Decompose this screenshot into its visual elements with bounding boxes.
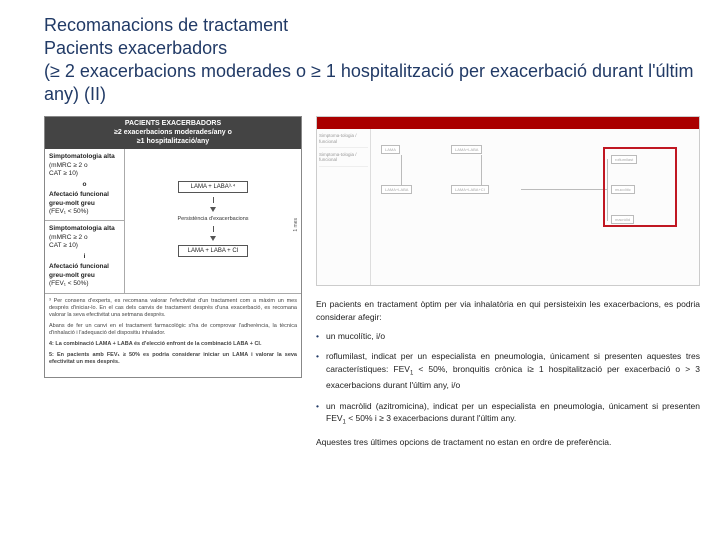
slide: Recomanacions de tractament Pacients exa…	[0, 0, 720, 540]
panel-high-line-a: (mMRC ≥ 2 o	[49, 162, 120, 170]
bullet-list: un mucolític, i/o roflumilast, indicat p…	[316, 330, 700, 428]
panel-high-line-c: (FEV₁ < 50%)	[49, 208, 120, 216]
thumbnail-diagram: Simptoma-tologia / funcional Simptoma-to…	[316, 116, 700, 286]
body-text: En pacients en tractament òptim per via …	[316, 298, 700, 449]
flow-mid-label: Persistència d'exacerbacions	[177, 216, 248, 222]
footnote-4: 4: La combinació LAMA + LABA és d'elecci…	[49, 341, 297, 348]
algorithm-footnotes: ³ Per consens d'experts, es recomana val…	[45, 293, 301, 377]
intro-text: En pacients en tractament òptim per via …	[316, 298, 700, 324]
panel-low-line-b: CAT ≥ 10)	[49, 242, 120, 250]
panel-low-line-a: (mMRC ≥ 2 o	[49, 234, 120, 242]
thumbnail-left-panels: Simptoma-tologia / funcional Simptoma-to…	[317, 129, 371, 285]
algorithm-body: Simptomatologia alta (mMRC ≥ 2 o CAT ≥ 1…	[45, 149, 301, 292]
content-row: PACIENTS EXACERBADORS ≥2 exacerbacions m…	[44, 116, 700, 449]
panel-high-line-b: CAT ≥ 10)	[49, 170, 120, 178]
title-line-2: Pacients exacerbadors	[44, 37, 700, 60]
thumbnail-flow: LAMA LAMA+LABA LAMA+LABA LAMA+LABA+CI ro…	[371, 129, 699, 285]
slide-title: Recomanacions de tractament Pacients exa…	[44, 14, 700, 106]
thumb-panel-1: Simptoma-tologia / funcional	[319, 133, 368, 148]
footnote-5: 5: En pacients amb FEV₁ ≥ 50% es podria …	[49, 352, 297, 366]
list-item-2: roflumilast, indicat per un especialista…	[316, 350, 700, 391]
thumb-node: LAMA+LABA	[381, 185, 412, 194]
footnote-3: ³ Per consens d'experts, es recomana val…	[49, 298, 297, 319]
title-line-1: Recomanacions de tractament	[44, 14, 700, 37]
title-line-3: (≥ 2 exacerbacions moderades o ≥ 1 hospi…	[44, 60, 700, 106]
thumb-node: LAMA+LABA	[451, 145, 482, 154]
algorithm-flow: LAMA + LABA³·⁴ Persistència d'exacerbaci…	[125, 149, 301, 292]
highlight-box	[603, 147, 677, 227]
list-item-1: un mucolític, i/o	[316, 330, 700, 343]
thumb-panel-2: Simptoma-tologia / funcional	[319, 152, 368, 167]
panel-high-conj: o	[83, 181, 87, 188]
list-item-3: un macròlid (azitromicina), indicat per …	[316, 400, 700, 428]
panel-high: Simptomatologia alta (mMRC ≥ 2 o CAT ≥ 1…	[45, 149, 124, 221]
flow-node-2: LAMA + LABA + CI	[178, 245, 248, 257]
algorithm-left-panels: Simptomatologia alta (mMRC ≥ 2 o CAT ≥ 1…	[45, 149, 125, 292]
panel-high-heading: Simptomatologia alta	[49, 153, 115, 160]
algorithm-box: PACIENTS EXACERBADORS ≥2 exacerbacions m…	[44, 116, 302, 378]
panel-low: Simptomatologia alta (mMRC ≥ 2 o CAT ≥ 1…	[45, 221, 124, 292]
thumbnail-header-bar	[317, 117, 699, 129]
arrow-down-icon	[210, 207, 216, 212]
panel-low-heading: Simptomatologia alta	[49, 225, 115, 232]
algorithm-header: PACIENTS EXACERBADORS ≥2 exacerbacions m…	[45, 117, 301, 149]
thumb-node: LAMA	[381, 145, 400, 154]
panel-high-heading2: Afectació funcional greu-molt greu	[49, 191, 109, 206]
thumb-node: LAMA+LABA+CI	[451, 185, 489, 194]
panel-low-line-c: (FEV₁ < 50%)	[49, 280, 120, 288]
arrow-down-icon	[210, 236, 216, 241]
footnote-a: Abans de fer un canvi en el tractament f…	[49, 323, 297, 337]
flow-node-1: LAMA + LABA³·⁴	[178, 181, 248, 193]
right-column: Simptoma-tologia / funcional Simptoma-to…	[316, 116, 700, 449]
left-column: PACIENTS EXACERBADORS ≥2 exacerbacions m…	[44, 116, 302, 449]
panel-low-conj: i	[84, 253, 86, 260]
flow-right-annot: 1 mes	[293, 218, 299, 232]
outro-text: Aquestes tres últimes opcions de tractam…	[316, 436, 700, 449]
panel-low-heading2: Afectació funcional greu-molt greu	[49, 263, 109, 278]
